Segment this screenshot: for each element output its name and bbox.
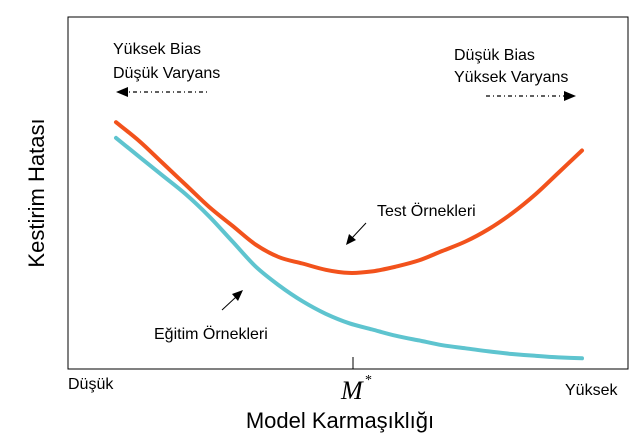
y-axis-title: Kestirim Hatası xyxy=(24,118,49,267)
annotation-high-bias: Yüksek Bias xyxy=(113,41,201,58)
right-arrow xyxy=(486,91,576,101)
x-axis-title: Model Karmaşıklığı xyxy=(246,408,434,433)
x-tick-high: Yüksek xyxy=(565,382,618,399)
x-tick-low: Düşük xyxy=(68,376,114,393)
x-tick-m-star: M xyxy=(340,376,364,405)
test-label-arrow xyxy=(346,222,367,245)
test-error-line xyxy=(114,120,584,275)
annotation-low-bias: Düşük Bias xyxy=(454,47,535,64)
left-arrow xyxy=(116,87,210,97)
annotation-high-variance: Yüksek Varyans xyxy=(454,69,568,86)
train-error-line xyxy=(114,135,584,361)
plot-frame xyxy=(67,16,629,370)
test-series-label: Test Örnekleri xyxy=(377,202,476,220)
train-series-label: Eğitim Örnekleri xyxy=(154,325,268,343)
annotation-low-variance: Düşük Varyans xyxy=(113,65,220,82)
train-label-arrow xyxy=(221,290,243,311)
x-tick-m-star-superscript: * xyxy=(365,373,372,388)
